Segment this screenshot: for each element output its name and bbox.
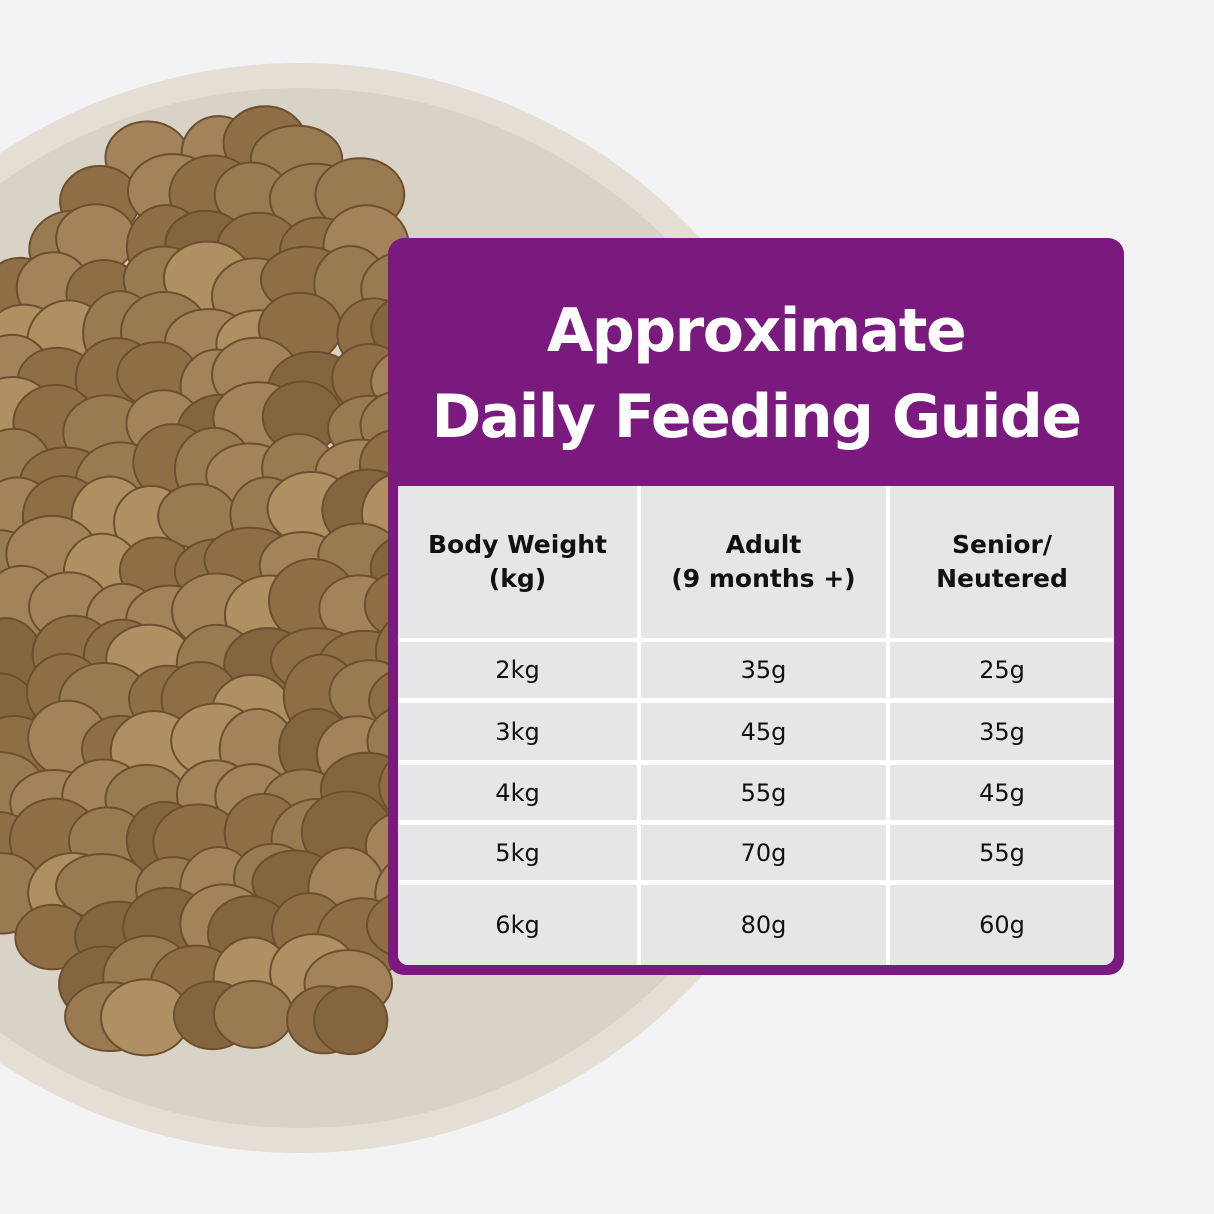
column-header: Adult (9 months +) — [641, 486, 886, 638]
feeding-guide-card: Approximate Daily Feeding Guide Body Wei… — [388, 238, 1124, 975]
table-cell: 45g — [641, 703, 886, 760]
table-cell: 55g — [890, 825, 1114, 880]
title-line-1: Approximate — [546, 296, 967, 366]
table-cell: 4kg — [398, 765, 637, 820]
table-cell: 2kg — [398, 642, 637, 698]
table-cell: 55g — [641, 765, 886, 820]
title-line-2: Daily Feeding Guide — [431, 382, 1082, 452]
card-title: Approximate Daily Feeding Guide — [388, 288, 1124, 460]
table-cell: 80g — [641, 885, 886, 965]
kibble — [212, 979, 294, 1049]
table-cell: 60g — [890, 885, 1114, 965]
table-cell: 6kg — [398, 885, 637, 965]
table-cell: 35g — [641, 642, 886, 698]
kibble — [313, 985, 389, 1056]
table-cell: 70g — [641, 825, 886, 880]
column-header: Body Weight (kg) — [398, 486, 637, 638]
table-cell: 35g — [890, 703, 1114, 760]
feeding-table: Body Weight (kg) Adult (9 months +) Senior… — [398, 486, 1114, 965]
table-cell: 5kg — [398, 825, 637, 880]
column-header: Senior/ Neutered — [890, 486, 1114, 638]
table-cell: 25g — [890, 642, 1114, 698]
table-cell: 3kg — [398, 703, 637, 760]
table-cell: 45g — [890, 765, 1114, 820]
